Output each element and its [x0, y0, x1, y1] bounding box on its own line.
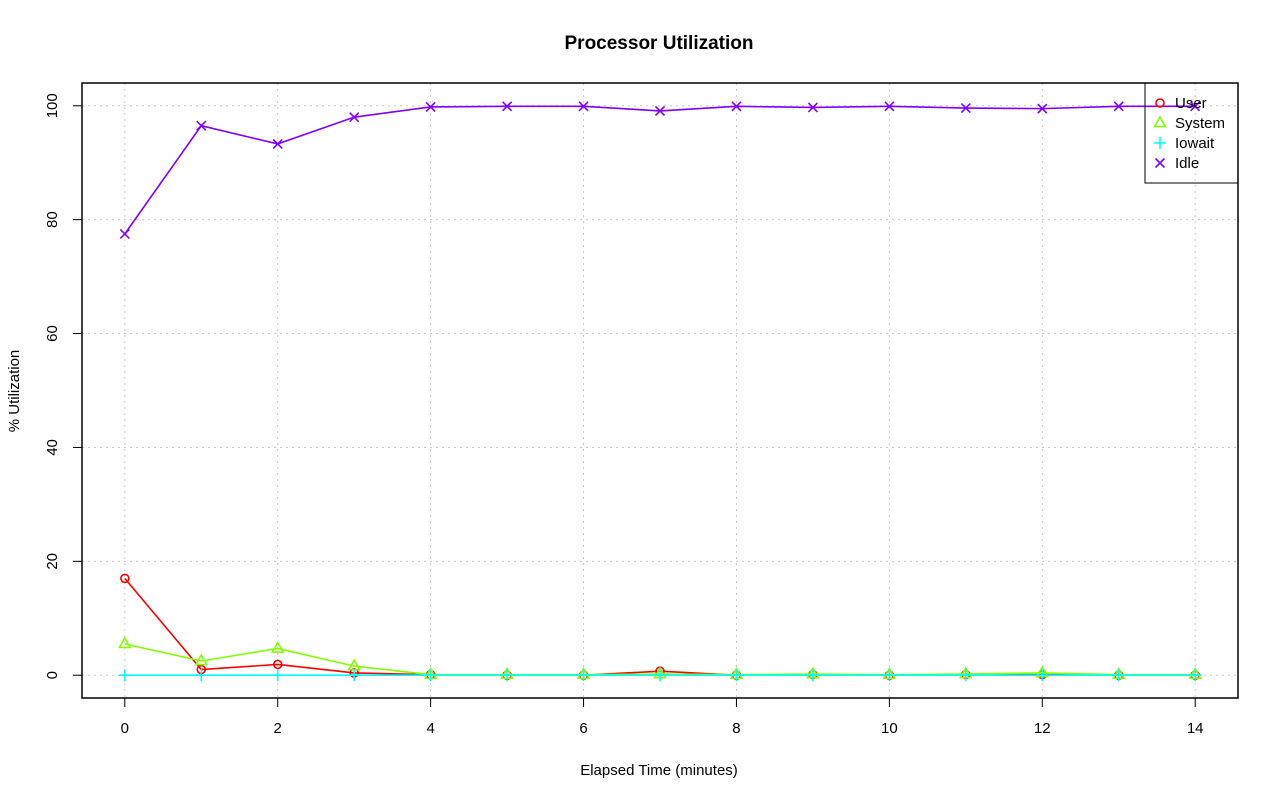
data-point-iowait [577, 669, 590, 682]
data-point-iowait [1112, 669, 1125, 682]
legend-label-iowait: Iowait [1175, 135, 1215, 152]
x-tick-label: 14 [1187, 720, 1204, 737]
data-point-iowait [424, 669, 437, 682]
data-point-idle [1190, 101, 1201, 112]
legend-label-user: User [1175, 95, 1207, 112]
legend: User System Iowait Idle [1144, 82, 1239, 184]
data-point-system [194, 653, 209, 666]
series-iowait [118, 669, 1202, 682]
data-point-idle [1037, 103, 1048, 114]
data-point-iowait [959, 669, 972, 682]
y-tick-label: 100 [44, 93, 61, 118]
data-point-user [120, 573, 130, 584]
data-point-iowait [654, 669, 666, 682]
data-point-iowait [1036, 669, 1049, 682]
x-tick-label: 6 [579, 720, 587, 737]
data-point-iowait [501, 669, 514, 682]
data-point-idle [349, 112, 360, 123]
legend-item-iowait: Iowait [1154, 135, 1215, 152]
data-point-user [272, 659, 283, 670]
data-point-system [270, 640, 285, 653]
data-point-idle [960, 102, 971, 114]
legend-box [1144, 82, 1239, 184]
legend-marker-idle [1154, 157, 1166, 169]
data-point-iowait [806, 669, 819, 682]
data-point-iowait [271, 669, 284, 682]
data-point-idle [578, 101, 589, 112]
legend-marker-iowait [1154, 137, 1166, 149]
legend-marker-system [1153, 115, 1167, 128]
y-axis-label: % Utilization [6, 350, 23, 433]
legend-item-user: User [1155, 95, 1207, 112]
data-point-iowait [883, 669, 896, 682]
x-tick-label: 2 [274, 720, 282, 737]
x-tick-label: 10 [881, 720, 898, 737]
data-point-idle [272, 138, 283, 149]
legend-item-idle: Idle [1154, 155, 1199, 172]
y-tick-label: 40 [44, 439, 61, 456]
data-point-iowait [730, 669, 743, 682]
data-point-iowait [195, 669, 208, 682]
data-point-idle [1113, 101, 1124, 112]
legend-label-system: System [1175, 115, 1225, 132]
data-point-idle [502, 101, 513, 112]
x-axis: 0 2 4 6 8 10 12 14 [121, 697, 1204, 737]
x-tick-label: 0 [121, 720, 129, 737]
data-point-iowait [118, 669, 131, 682]
x-axis-label: Elapsed Time (minutes) [580, 762, 738, 779]
data-point-idle [119, 228, 130, 239]
legend-marker-user [1155, 98, 1165, 108]
x-tick-label: 12 [1034, 720, 1051, 737]
y-tick-label: 0 [44, 671, 61, 679]
data-point-idle [654, 105, 666, 116]
data-point-iowait [1189, 669, 1202, 682]
series-idle [119, 101, 1201, 239]
y-axis: 0 20 40 60 80 100 [44, 93, 83, 679]
x-tick-label: 8 [732, 720, 740, 737]
y-tick-label: 20 [44, 553, 61, 570]
data-point-system [118, 636, 132, 649]
data-point-idle [425, 101, 436, 112]
data-series [118, 101, 1202, 682]
data-point-idle [884, 101, 895, 112]
data-point-iowait [348, 669, 361, 682]
y-tick-label: 80 [44, 211, 61, 228]
y-tick-label: 60 [44, 325, 61, 342]
legend-label-idle: Idle [1175, 155, 1199, 172]
data-point-idle [196, 120, 207, 131]
data-point-idle [807, 102, 818, 113]
legend-item-system: System [1153, 115, 1225, 132]
x-tick-label: 4 [426, 720, 434, 737]
chart-title: Processor Utilization [565, 33, 754, 54]
data-point-idle [731, 101, 742, 112]
